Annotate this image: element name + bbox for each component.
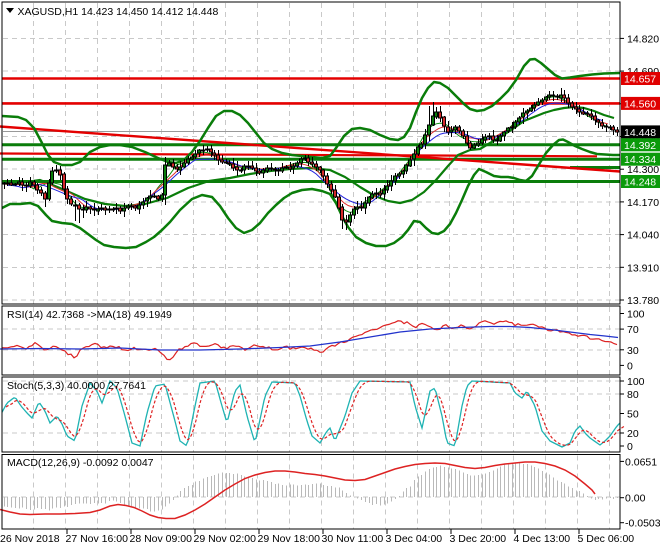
svg-text:4 Dec 13:00: 4 Dec 13:00 [514,533,571,545]
svg-text:14.040: 14.040 [627,230,659,242]
svg-text:0.00: 0.00 [625,493,646,505]
svg-text:14.560: 14.560 [624,98,656,110]
svg-text:27 Nov 16:00: 27 Nov 16:00 [66,533,129,545]
svg-text:Stoch(5,3,3) 40.0000 27.7641: Stoch(5,3,3) 40.0000 27.7641 [7,380,146,392]
svg-text:3 Dec 04:00: 3 Dec 04:00 [386,533,443,545]
svg-text:14.392: 14.392 [624,140,656,152]
svg-text:100: 100 [627,376,645,388]
svg-text:0: 0 [627,441,633,453]
svg-text:14.657: 14.657 [624,74,656,86]
svg-text:MACD(12,26,9) -0.0092 0.0047: MACD(12,26,9) -0.0092 0.0047 [7,457,154,469]
svg-text:29 Nov 02:00: 29 Nov 02:00 [194,533,257,545]
svg-text:13.910: 13.910 [627,262,659,274]
svg-text:0.0651: 0.0651 [625,456,657,468]
svg-text:3 Dec 20:00: 3 Dec 20:00 [450,533,507,545]
svg-text:30: 30 [627,345,639,357]
svg-text:13.780: 13.780 [627,295,659,307]
svg-text:28 Nov 09:00: 28 Nov 09:00 [130,533,193,545]
svg-text:5 Dec 06:00: 5 Dec 06:00 [578,533,635,545]
svg-text:29 Nov 18:00: 29 Nov 18:00 [258,533,321,545]
svg-text:14.820: 14.820 [627,33,659,45]
svg-text:26 Nov 2018: 26 Nov 2018 [0,533,60,545]
svg-text:80: 80 [627,389,639,401]
svg-text:14.300: 14.300 [627,164,659,176]
svg-text:50: 50 [627,409,639,421]
svg-text:100: 100 [627,309,645,321]
svg-text:XAGUSD,H1 14.423 14.450 14.41: XAGUSD,H1 14.423 14.450 14.412 14.448 [18,6,219,18]
svg-text:14.334: 14.334 [624,154,656,166]
svg-text:0: 0 [627,360,633,372]
svg-text:RSI(14) 42.7368 ->MA(18) 49.1: RSI(14) 42.7368 ->MA(18) 49.1949 [7,309,172,321]
svg-text:30 Nov 11:00: 30 Nov 11:00 [322,533,384,545]
svg-text:14.448: 14.448 [624,127,656,139]
svg-text:20: 20 [627,428,639,440]
svg-text:70: 70 [627,324,639,336]
svg-text:-0.0503: -0.0503 [625,518,660,530]
svg-text:14.170: 14.170 [627,197,659,209]
svg-text:14.248: 14.248 [624,177,656,189]
